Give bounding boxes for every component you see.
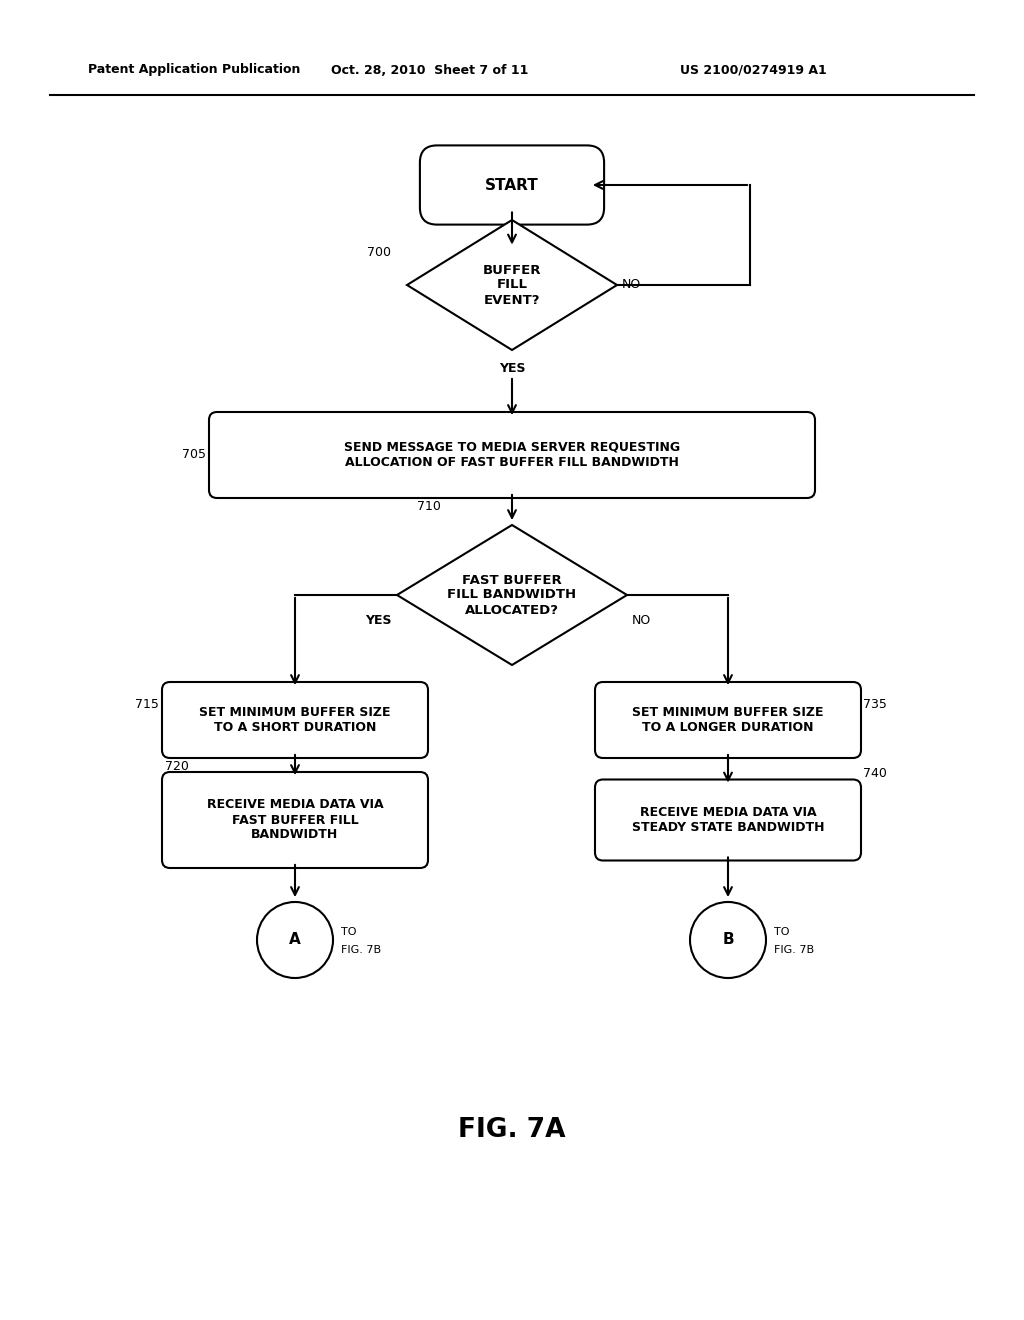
- Text: SET MINIMUM BUFFER SIZE
TO A LONGER DURATION: SET MINIMUM BUFFER SIZE TO A LONGER DURA…: [632, 706, 823, 734]
- FancyBboxPatch shape: [162, 682, 428, 758]
- Text: BUFFER
FILL
EVENT?: BUFFER FILL EVENT?: [482, 264, 542, 306]
- Text: A: A: [289, 932, 301, 948]
- FancyBboxPatch shape: [595, 780, 861, 861]
- Text: SET MINIMUM BUFFER SIZE
TO A SHORT DURATION: SET MINIMUM BUFFER SIZE TO A SHORT DURAT…: [200, 706, 391, 734]
- Text: SEND MESSAGE TO MEDIA SERVER REQUESTING
ALLOCATION OF FAST BUFFER FILL BANDWIDTH: SEND MESSAGE TO MEDIA SERVER REQUESTING …: [344, 441, 680, 469]
- Text: RECEIVE MEDIA DATA VIA
FAST BUFFER FILL
BANDWIDTH: RECEIVE MEDIA DATA VIA FAST BUFFER FILL …: [207, 799, 383, 842]
- Text: 720: 720: [165, 759, 188, 772]
- Text: 705: 705: [182, 449, 206, 462]
- FancyBboxPatch shape: [420, 145, 604, 224]
- Text: B: B: [722, 932, 734, 948]
- Text: 740: 740: [863, 767, 887, 780]
- Text: Oct. 28, 2010  Sheet 7 of 11: Oct. 28, 2010 Sheet 7 of 11: [332, 63, 528, 77]
- Text: FAST BUFFER
FILL BANDWIDTH
ALLOCATED?: FAST BUFFER FILL BANDWIDTH ALLOCATED?: [447, 573, 577, 616]
- Text: NO: NO: [632, 614, 651, 627]
- FancyBboxPatch shape: [595, 682, 861, 758]
- Text: Patent Application Publication: Patent Application Publication: [88, 63, 300, 77]
- Text: FIG. 7A: FIG. 7A: [459, 1117, 565, 1143]
- Text: RECEIVE MEDIA DATA VIA
STEADY STATE BANDWIDTH: RECEIVE MEDIA DATA VIA STEADY STATE BAND…: [632, 807, 824, 834]
- Text: 735: 735: [863, 698, 887, 711]
- Polygon shape: [407, 220, 617, 350]
- Ellipse shape: [257, 902, 333, 978]
- FancyBboxPatch shape: [162, 772, 428, 869]
- Polygon shape: [397, 525, 627, 665]
- Text: 700: 700: [367, 246, 391, 259]
- Text: YES: YES: [366, 614, 392, 627]
- Text: YES: YES: [499, 362, 525, 375]
- Text: NO: NO: [622, 279, 641, 292]
- Ellipse shape: [690, 902, 766, 978]
- Text: 715: 715: [135, 698, 159, 711]
- Text: 710: 710: [417, 500, 441, 513]
- Text: TO: TO: [774, 927, 790, 937]
- Text: START: START: [485, 177, 539, 193]
- Text: TO: TO: [341, 927, 356, 937]
- FancyBboxPatch shape: [209, 412, 815, 498]
- Text: US 2100/0274919 A1: US 2100/0274919 A1: [680, 63, 826, 77]
- Text: FIG. 7B: FIG. 7B: [774, 945, 814, 954]
- Text: FIG. 7B: FIG. 7B: [341, 945, 381, 954]
